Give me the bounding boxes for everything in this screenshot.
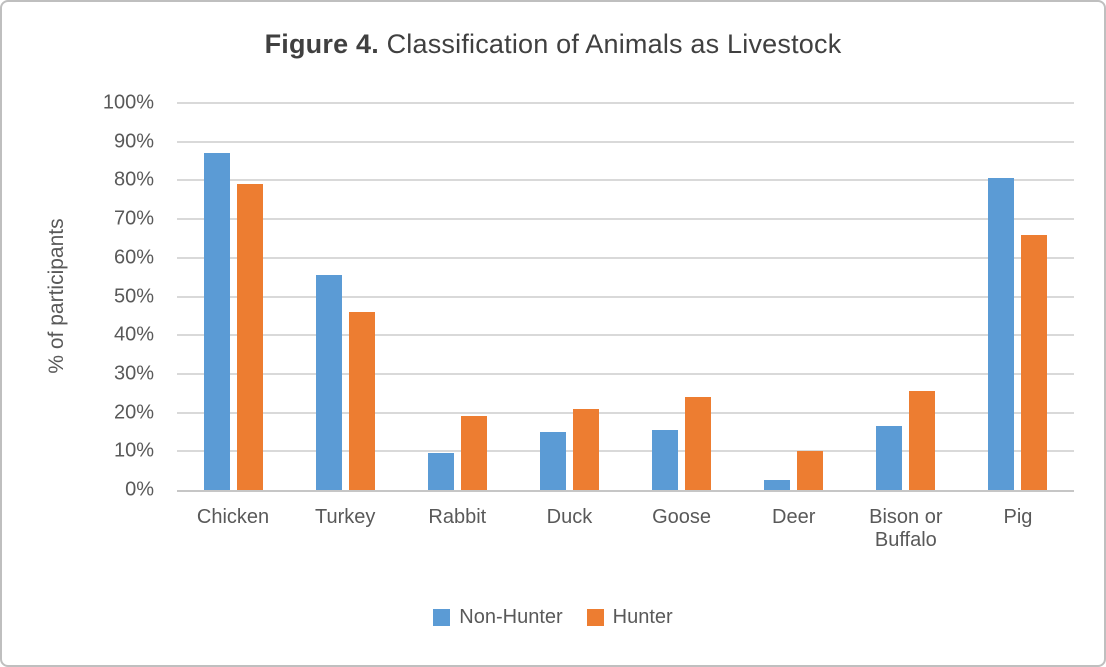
- legend: Non-Hunter Hunter: [2, 606, 1104, 629]
- x-axis-label: Chicken: [196, 506, 270, 528]
- bar-hunter: [348, 311, 375, 490]
- legend-item: Non-Hunter: [433, 606, 563, 629]
- category-group: [962, 103, 1074, 490]
- chart-title: Figure 4. Classification of Animals as L…: [2, 29, 1104, 60]
- y-tick-labels: 100% 90% 80% 70% 60% 50% 40% 30% 20% 10% 0%: [60, 92, 154, 501]
- x-axis-label: Rabbit: [428, 506, 487, 528]
- bar-non-hunter: [427, 453, 454, 490]
- legend-swatch: [586, 609, 604, 626]
- x-axis-label: Pig: [1003, 506, 1033, 528]
- y-tick-label: 10%: [113, 439, 154, 462]
- bar-hunter: [572, 408, 599, 490]
- x-axis-label: Turkey: [314, 506, 376, 528]
- category-group: [738, 103, 850, 490]
- bar-non-hunter: [203, 153, 230, 490]
- x-axis-label: Duck: [546, 506, 593, 528]
- y-tick-label: 60%: [113, 246, 154, 269]
- y-tick-label: 70%: [113, 207, 154, 230]
- bar-non-hunter: [988, 178, 1015, 490]
- x-axis-label: Deer: [772, 506, 816, 528]
- y-tick-label: 50%: [113, 285, 154, 307]
- legend-item: Hunter: [586, 606, 673, 629]
- bar-non-hunter: [764, 480, 791, 490]
- y-tick-label: 80%: [113, 168, 154, 191]
- x-axis-labels: Chicken Turkey Rabbit Duck Goose Deer Bison or…: [177, 494, 1074, 552]
- y-tick-label: 100%: [102, 91, 154, 114]
- bar-non-hunter: [652, 430, 679, 490]
- bar-non-hunter: [315, 275, 342, 490]
- category-group: [513, 103, 625, 490]
- category-group: [626, 103, 738, 490]
- category-group: [177, 103, 289, 490]
- bar-non-hunter: [876, 426, 903, 490]
- bar-hunter: [797, 451, 824, 490]
- y-tick-label: 30%: [113, 362, 154, 385]
- bar-hunter: [685, 397, 712, 490]
- y-tick-label: 90%: [113, 130, 154, 153]
- bar-hunter: [909, 391, 936, 490]
- bar-hunter: [236, 184, 263, 490]
- legend-label: Hunter: [612, 606, 673, 628]
- legend-label: Non-Hunter: [459, 606, 563, 628]
- x-axis-label: Goose: [652, 506, 712, 528]
- chart-title-prefix: Figure 4.: [264, 29, 379, 59]
- bar-non-hunter: [539, 431, 566, 490]
- plot-area: [177, 102, 1074, 492]
- y-tick-label: 40%: [113, 323, 154, 346]
- chart-title-text: Classification of Animals as Livestock: [378, 29, 842, 59]
- category-group: [289, 103, 401, 490]
- legend-swatch: [433, 609, 451, 626]
- bars-layer: [177, 103, 1074, 490]
- category-group: [850, 103, 962, 490]
- y-tick-label: 20%: [113, 401, 154, 424]
- bar-hunter: [1021, 234, 1048, 490]
- y-tick-label: 0%: [125, 478, 154, 501]
- category-group: [401, 103, 513, 490]
- bar-hunter: [460, 416, 487, 490]
- x-axis-label: Bison or Buffalo: [869, 506, 943, 551]
